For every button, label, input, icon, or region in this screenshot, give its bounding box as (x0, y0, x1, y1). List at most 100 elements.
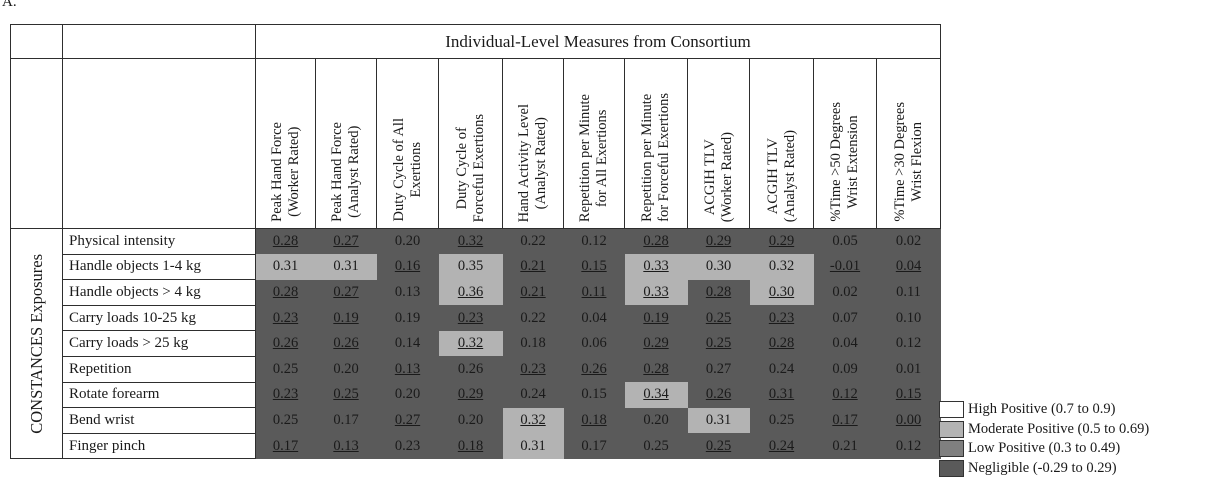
heatmap-cell: 0.26 (255, 330, 316, 357)
heatmap-cell: 0.01 (876, 356, 941, 383)
cell-value: 0.25 (272, 411, 299, 428)
cell-value: 0.29 (457, 386, 484, 403)
heatmap-cell: 0.23 (438, 305, 503, 331)
legend-swatch (939, 459, 964, 477)
heatmap-cell: 0.23 (749, 305, 814, 331)
heatmap-cell: 0.00 (876, 407, 941, 434)
cell-value: 0.16 (394, 258, 421, 275)
cell-value: 0.36 (457, 283, 484, 300)
legend-swatch (939, 440, 964, 458)
heatmap-cell: 0.04 (563, 305, 625, 331)
legend-item: Negligible (-0.29 to 0.29) (939, 459, 1149, 479)
panel-label: A. (2, 0, 17, 10)
cell-value: 0.22 (520, 309, 546, 326)
heatmap-cell: 0.20 (376, 228, 439, 255)
heatmap-cell: 0.24 (749, 356, 814, 383)
cell-value: 0.33 (643, 283, 669, 300)
heatmap-cell: 0.11 (876, 279, 941, 306)
cell-value: 0.25 (643, 437, 669, 454)
cell-value: 0.30 (705, 258, 732, 275)
heatmap-cell: 0.11 (563, 279, 625, 306)
cell-value: 0.29 (705, 232, 732, 249)
cell-value: 0.23 (457, 309, 484, 326)
table-row: CONSTANCES Exposures Physical intensity 0.… (10, 227, 941, 460)
legend-item: Moderate Positive (0.5 to 0.69) (939, 420, 1149, 440)
heatmap-cell: 0.17 (813, 407, 877, 434)
cell-value: 0.27 (394, 411, 421, 428)
cell-value: 0.15 (581, 258, 607, 275)
heatmap-cell: 0.29 (624, 330, 688, 357)
heatmap-cell: 0.18 (563, 407, 625, 434)
legend-item: Low Positive (0.3 to 0.49) (939, 439, 1149, 459)
cell-value: 0.12 (895, 437, 922, 454)
cell-value: 0.26 (457, 360, 484, 377)
column-header: Peak Hand Force (Worker Rated) (255, 58, 316, 229)
column-header: Peak Hand Force (Analyst Rated) (315, 58, 377, 229)
heatmap-cell: 0.29 (749, 228, 814, 255)
cell-value: 0.20 (457, 411, 484, 428)
heatmap-cell: 0.27 (315, 279, 377, 306)
heatmap-cell: 0.27 (687, 356, 750, 383)
heatmap-cell: 0.28 (749, 330, 814, 357)
corner-cell-3 (10, 58, 63, 229)
cell-value: 0.25 (768, 411, 795, 428)
row-label: Repetition (62, 355, 256, 383)
heatmap-cell: 0.18 (438, 433, 503, 459)
heatmap-cell: 0.33 (624, 279, 688, 306)
heatmap-cell: 0.17 (315, 407, 377, 434)
heatmap-cell: 0.31 (749, 382, 814, 408)
heatmap-cell: 0.31 (315, 254, 377, 280)
cell-value: 0.26 (705, 386, 732, 403)
heatmap-cell: 0.32 (438, 330, 503, 357)
column-header-label: Repetition per Minute for Forceful Exert… (639, 93, 672, 222)
legend-label: Low Positive (0.3 to 0.49) (968, 440, 1121, 457)
cell-value: 0.31 (333, 258, 359, 275)
cell-value: 0.28 (705, 283, 732, 300)
column-header-label: ACGIH TLV (Worker Rated) (701, 131, 735, 222)
cell-value: 0.10 (895, 309, 922, 326)
corner-cell-2 (62, 24, 256, 59)
heatmap-cell: 0.24 (502, 382, 564, 408)
heatmap-cell: 0.02 (876, 228, 941, 255)
cell-value: 0.34 (643, 386, 669, 403)
cell-value: 0.13 (394, 283, 421, 300)
heatmap-cell: 0.12 (876, 433, 941, 459)
row-label: Carry loads > 25 kg (62, 330, 256, 357)
heatmap-cell: 0.17 (563, 433, 625, 459)
row-group-title: CONSTANCES Exposures (26, 253, 46, 434)
cell-value: 0.02 (832, 283, 858, 300)
heatmap-cell: 0.21 (813, 433, 877, 459)
heatmap-cell: 0.25 (687, 330, 750, 357)
heatmap-cell: 0.25 (687, 433, 750, 459)
heatmap-cell: 0.13 (376, 279, 439, 306)
heatmap-cell: 0.22 (502, 305, 564, 331)
cell-value: 0.25 (705, 335, 732, 352)
heatmap-cell: 0.28 (255, 279, 316, 306)
column-header-label: Peak Hand Force (Worker Rated) (268, 122, 302, 222)
cell-value: 0.23 (520, 360, 546, 377)
heatmap-cell: 0.20 (315, 356, 377, 383)
cell-value: 0.13 (394, 360, 421, 377)
cell-value: 0.23 (768, 309, 795, 326)
cell-value: 0.32 (457, 335, 484, 352)
cell-value: 0.15 (895, 386, 922, 403)
cell-value: 0.28 (643, 360, 669, 377)
cell-value: 0.30 (768, 283, 795, 300)
cell-value: 0.24 (768, 360, 795, 377)
table-row: Handle objects > 4 kg 0.28 0.27 0.13 0.36 0.2… (11, 279, 941, 306)
heatmap-cell: 0.30 (749, 279, 814, 306)
heatmap-cell: 0.25 (687, 305, 750, 331)
cell-value: 0.31 (705, 411, 732, 428)
cell-value: 0.04 (581, 309, 607, 326)
heatmap-cell: 0.33 (624, 254, 688, 280)
heatmap-cell: 0.27 (315, 228, 377, 255)
column-header: Duty Cycle of All Exertions (376, 58, 439, 229)
table-row: Finger pinch 0.17 0.13 0.23 0.18 0.31 0.17 0.25… (11, 432, 941, 460)
heatmap-cell: 0.10 (876, 305, 941, 331)
cell-value: 0.01 (895, 360, 922, 377)
heatmap-cell: 0.26 (563, 356, 625, 383)
cell-value: 0.25 (705, 437, 732, 454)
cell-value: 0.20 (643, 411, 669, 428)
heatmap-cell: 0.25 (624, 433, 688, 459)
legend-label: High Positive (0.7 to 0.9) (968, 401, 1116, 418)
